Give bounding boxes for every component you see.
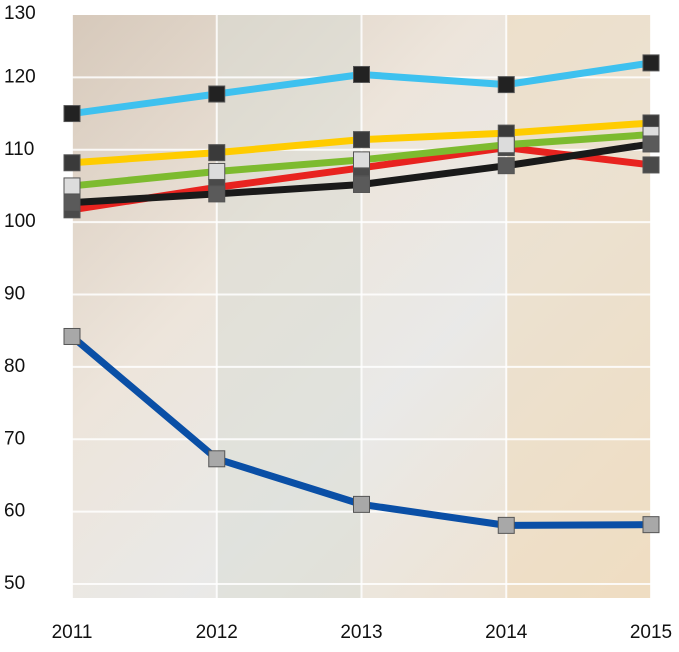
y-tick-label: 70 xyxy=(4,428,25,449)
data-point xyxy=(208,85,226,103)
data-point xyxy=(497,76,515,94)
y-tick-label: 90 xyxy=(4,284,25,305)
data-point xyxy=(353,65,370,83)
x-tick-label: 2015 xyxy=(630,622,672,643)
photo-panel xyxy=(217,15,362,598)
data-point xyxy=(63,194,81,212)
y-tick-label: 130 xyxy=(4,3,36,24)
data-point xyxy=(208,450,226,468)
data-point xyxy=(642,516,660,534)
y-tick-label: 60 xyxy=(4,501,25,522)
data-point xyxy=(63,177,81,195)
y-tick-label: 100 xyxy=(4,211,36,232)
x-tick-label: 2013 xyxy=(340,622,382,643)
data-point xyxy=(353,495,370,513)
data-point xyxy=(497,516,515,534)
data-point xyxy=(63,105,81,123)
x-tick-label: 2014 xyxy=(485,622,528,643)
data-point xyxy=(642,156,660,174)
data-point xyxy=(63,327,81,345)
data-point xyxy=(353,175,370,193)
y-tick-label: 80 xyxy=(4,356,25,377)
y-tick-label: 120 xyxy=(4,66,36,87)
data-point xyxy=(497,157,515,175)
y-tick-label: 110 xyxy=(4,139,34,160)
data-point xyxy=(353,131,370,149)
data-point xyxy=(208,144,226,162)
data-point xyxy=(642,135,660,153)
data-point xyxy=(208,185,226,203)
x-tick-label: 2012 xyxy=(196,622,238,643)
data-point xyxy=(353,151,370,169)
data-point xyxy=(208,162,226,180)
x-tick-label: 2011 xyxy=(52,622,93,643)
y-tick-label: 50 xyxy=(4,573,25,594)
photo-panel xyxy=(507,15,651,598)
data-point xyxy=(642,54,660,72)
data-point xyxy=(63,154,81,172)
data-point xyxy=(497,136,515,154)
